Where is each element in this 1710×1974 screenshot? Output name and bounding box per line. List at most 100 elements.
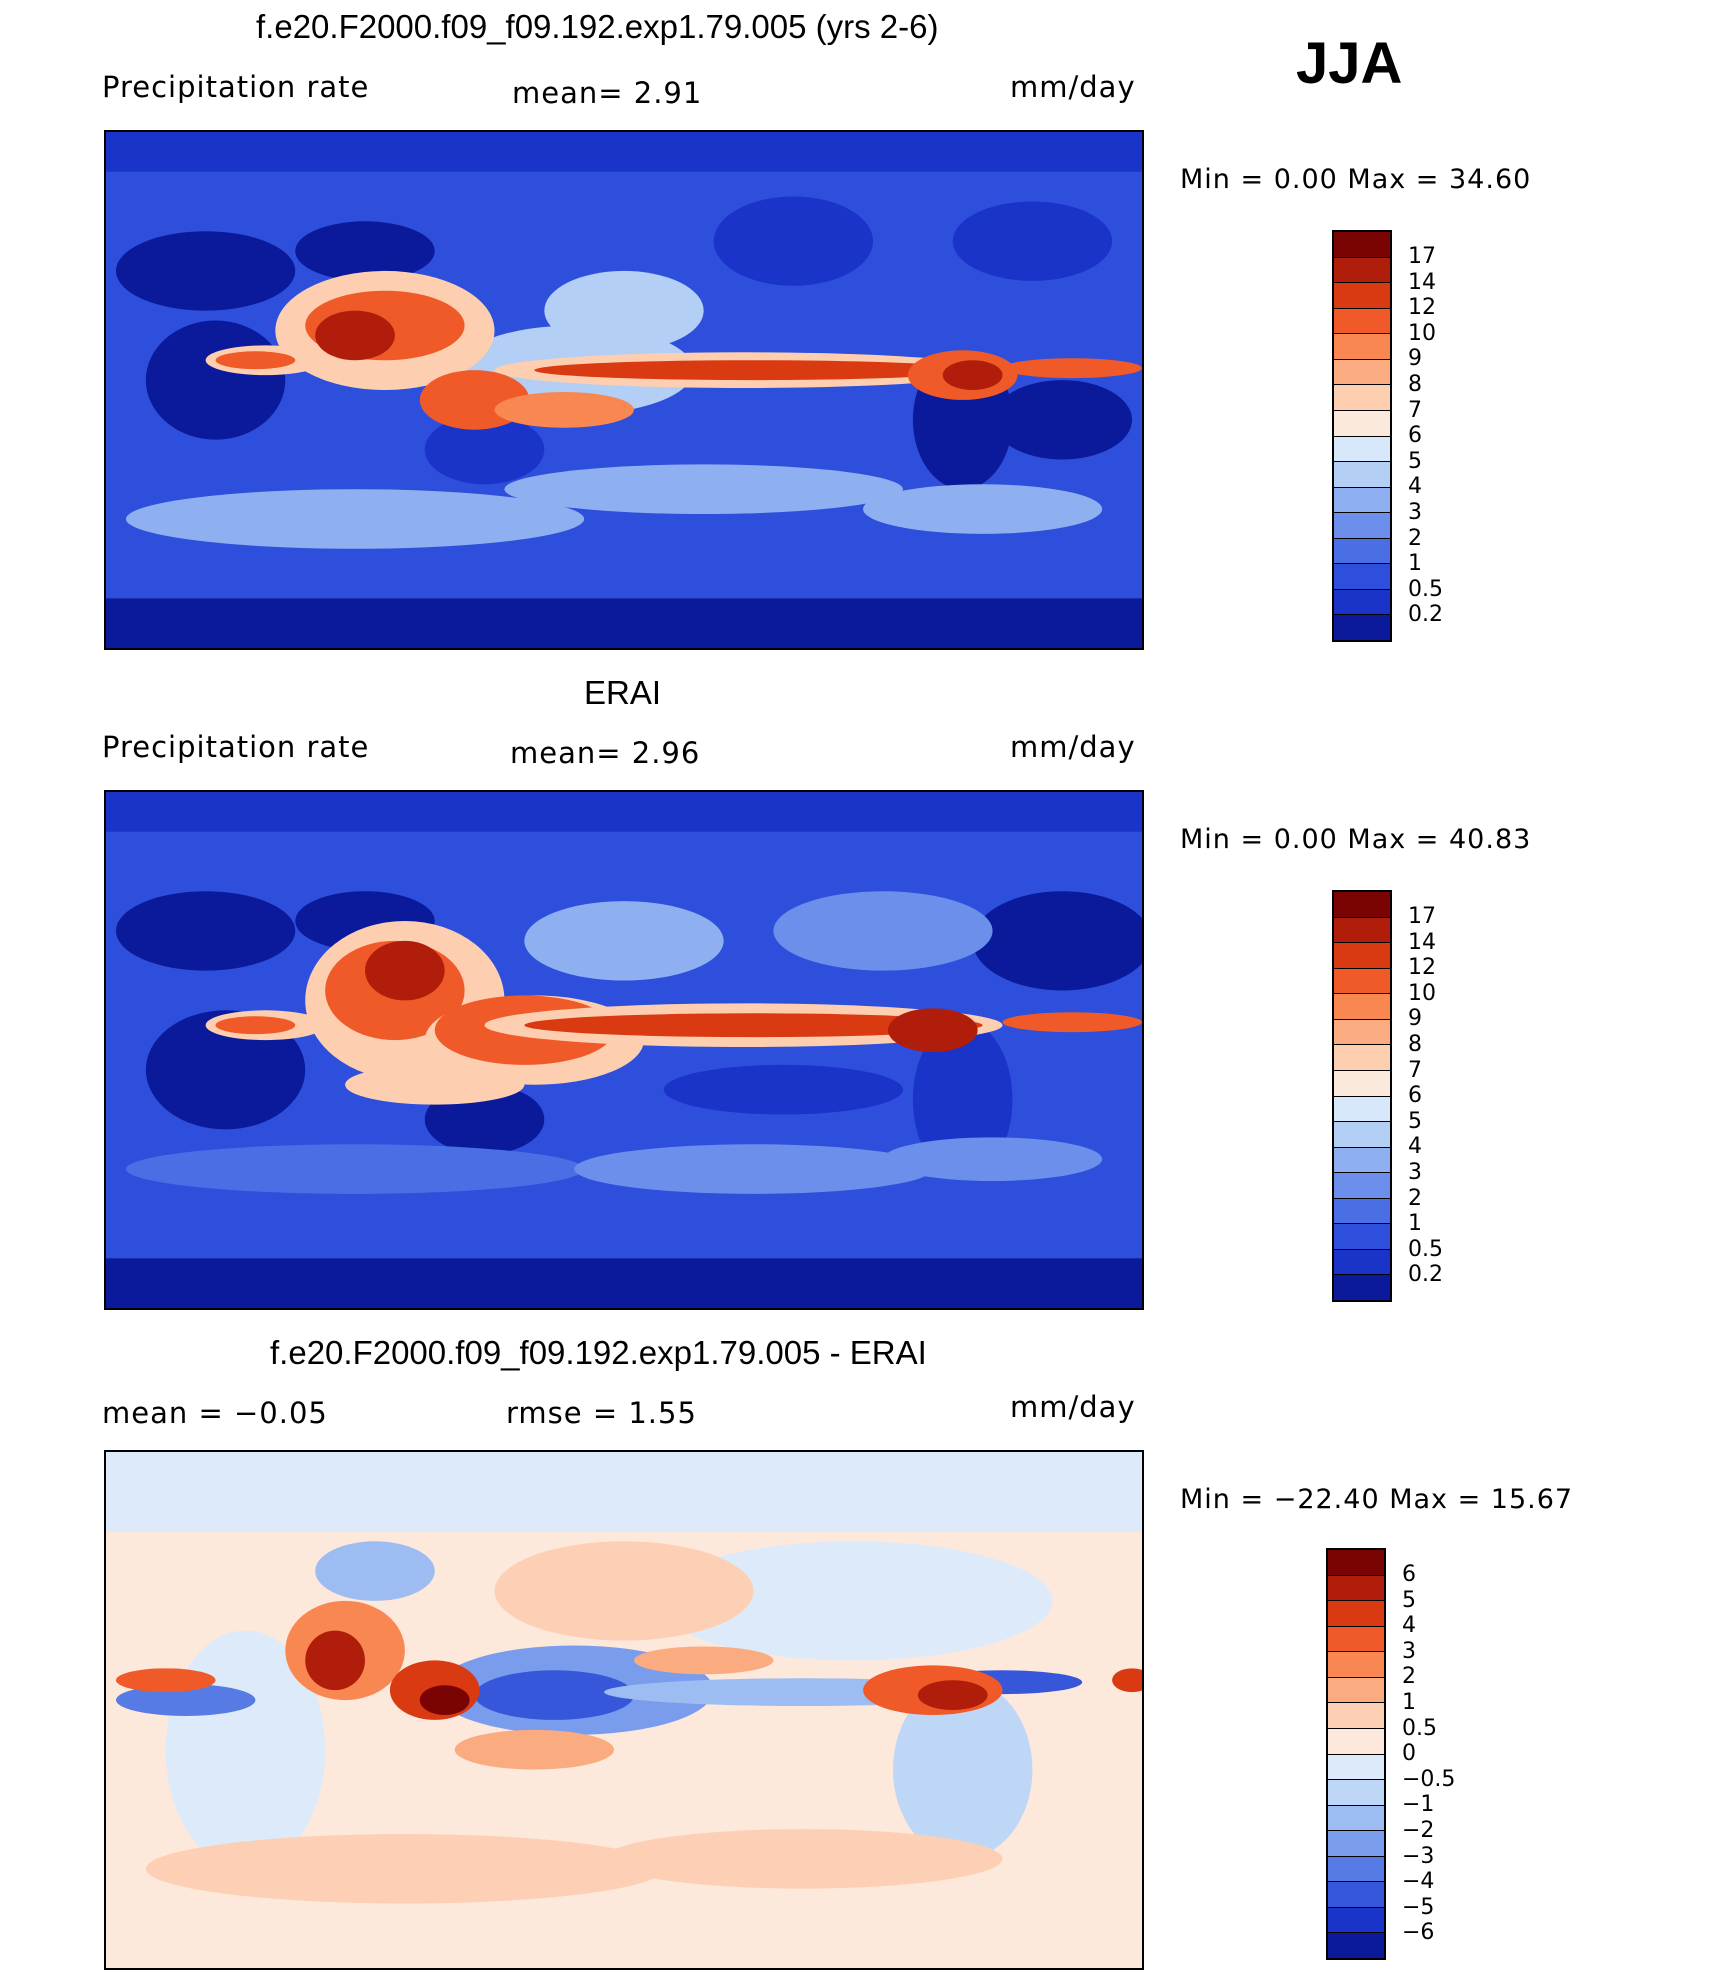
panel3-colorbar-swatch: [1328, 1575, 1384, 1602]
panel2-mean-label: mean= 2.96: [510, 736, 701, 770]
panel2-colorbar-swatch: [1334, 1096, 1390, 1123]
panel3-colorbar-tick-label: 1: [1402, 1689, 1416, 1715]
panel1-colorbar-tick-label: 12: [1408, 295, 1436, 321]
panel1-colorbar-swatch: [1334, 385, 1390, 411]
panel3-colorbar-swatch: [1328, 1831, 1384, 1857]
panel1-colorbar-swatch: [1334, 615, 1390, 640]
panel2-colorbar-ticks: 17 14 12 10 9 8 7 6 5 4 3 2 1 0.5 0.2: [1408, 904, 1443, 1288]
panel1-colorbar-swatch: [1334, 308, 1390, 335]
panel3-colorbar-tick-label: −4: [1402, 1869, 1435, 1895]
panel2-colorbar-swatch: [1334, 1122, 1390, 1148]
panel2-colorbar-swatch: [1334, 994, 1390, 1020]
panel3-colorbar-tick-label: −5: [1402, 1894, 1435, 1920]
panel2-units-label: mm/day: [1010, 730, 1136, 764]
panel2-colorbar-tick-label: 6: [1408, 1083, 1422, 1109]
panel3-rmse-label: rmse = 1.55: [506, 1396, 697, 1430]
panel2-colorbar-tick-label: 5: [1408, 1108, 1422, 1134]
panel2-colorbar-swatch: [1334, 917, 1390, 944]
panel2-colorbar-tick-label: 0.5: [1408, 1236, 1443, 1262]
panel1-minmax-label: Min = 0.00 Max = 34.60: [1180, 164, 1532, 195]
panel3-mean-label: mean = −0.05: [102, 1396, 328, 1430]
panel1-colorbar-swatch: [1334, 589, 1390, 616]
panel3-colorbar-swatch: [1328, 1805, 1384, 1832]
panel3-colorbar-ticks: 6 5 4 3 2 1 0.5 0 −0.5 −1 −2 −3 −4 −5 −6: [1402, 1562, 1455, 1946]
panel2-colorbar-swatch: [1334, 1173, 1390, 1199]
panel2-minmax-label: Min = 0.00 Max = 40.83: [1180, 824, 1532, 855]
panel2-colorbar-tick-label: 10: [1408, 980, 1436, 1006]
panel1-colorbar-swatch: [1334, 487, 1390, 514]
panel3-colorbar-swatch: [1328, 1677, 1384, 1704]
panel2-colorbar-swatch: [1334, 968, 1390, 995]
panel1-colorbar-tick-label: 3: [1408, 499, 1422, 525]
panel3-colorbar-tick-label: −2: [1402, 1817, 1435, 1843]
panel3-colorbar-swatch: [1328, 1626, 1384, 1653]
panel3-colorbar-tick-label: 0: [1402, 1741, 1416, 1767]
panel2-colorbar-swatch: [1334, 1070, 1390, 1097]
panel3-colorbar-swatch: [1328, 1907, 1384, 1934]
panel1-units-label: mm/day: [1010, 70, 1136, 104]
panel2-colorbar-swatch: [1334, 1045, 1390, 1071]
panel2-colorbar-tick-label: 12: [1408, 955, 1436, 981]
panel3-colorbar-tick-label: 5: [1402, 1587, 1416, 1613]
panel3-difference-map: [104, 1450, 1144, 1970]
panel1-colorbar-swatch: [1334, 436, 1390, 463]
panel3-colorbar-tick-label: −1: [1402, 1792, 1435, 1818]
panel3-units-label: mm/day: [1010, 1390, 1136, 1424]
panel1-colorbar-swatch: [1334, 257, 1390, 284]
panel1-colorbar-tick-label: 6: [1408, 423, 1422, 449]
panel1-colorbar-tick-label: 10: [1408, 320, 1436, 346]
panel3-colorbar-swatch: [1328, 1933, 1384, 1958]
panel3-colorbar-tick-label: 0.5: [1402, 1715, 1437, 1741]
panel2-colorbar: [1332, 890, 1392, 1302]
season-label: JJA: [1296, 31, 1403, 96]
panel1-variable-label: Precipitation rate: [102, 70, 370, 104]
panel2-colorbar-tick-label: 8: [1408, 1031, 1422, 1057]
panel1-mean-label: mean= 2.91: [512, 76, 703, 110]
panel1-colorbar-swatch: [1334, 564, 1390, 590]
panel2-colorbar-tick-label: 7: [1408, 1057, 1422, 1083]
panel3-colorbar-swatch: [1328, 1652, 1384, 1678]
panel2-variable-label: Precipitation rate: [102, 730, 370, 764]
panel2-colorbar-swatch: [1334, 1275, 1390, 1300]
panel1-title: f.e20.F2000.f09_f09.192.exp1.79.005 (yrs…: [256, 8, 939, 45]
panel2-erai-precip-map: [104, 790, 1144, 1310]
panel1-colorbar-tick-label: 17: [1408, 244, 1436, 269]
panel1-colorbar-tick-label: 1: [1408, 551, 1422, 577]
panel1-colorbar-swatch: [1334, 538, 1390, 565]
panel1-colorbar-swatch: [1334, 232, 1390, 258]
panel1-colorbar-tick-label: 2: [1408, 525, 1422, 551]
panel2-title: ERAI: [584, 674, 662, 711]
panel2-colorbar-tick-label: 2: [1408, 1185, 1422, 1211]
panel2-colorbar-tick-label: 4: [1408, 1134, 1422, 1160]
panel1-colorbar-tick-label: 4: [1408, 474, 1422, 500]
panel2-colorbar-swatch: [1334, 1019, 1390, 1046]
panel3-title: f.e20.F2000.f09_f09.192.exp1.79.005 - ER…: [270, 1334, 927, 1371]
panel1-colorbar-swatch: [1334, 462, 1390, 488]
panel1-colorbar-swatch: [1334, 410, 1390, 437]
panel2-colorbar-tick-label: 1: [1408, 1211, 1422, 1237]
panel1-colorbar-swatch: [1334, 283, 1390, 309]
panel3-colorbar-tick-label: −3: [1402, 1843, 1435, 1869]
panel1-colorbar-tick-label: 5: [1408, 448, 1422, 474]
panel2-colorbar-tick-label: 0.2: [1408, 1262, 1443, 1288]
panel1-colorbar-tick-label: 8: [1408, 371, 1422, 397]
panel3-colorbar-swatch: [1328, 1754, 1384, 1781]
panel3-minmax-label: Min = −22.40 Max = 15.67: [1180, 1484, 1574, 1515]
panel2-colorbar-swatch: [1334, 1198, 1390, 1225]
panel3-colorbar-swatch: [1328, 1780, 1384, 1806]
panel3-colorbar-tick-label: 4: [1402, 1613, 1416, 1639]
panel3-colorbar-swatch: [1328, 1728, 1384, 1755]
panel1-colorbar-swatch: [1334, 513, 1390, 539]
panel3-colorbar: [1326, 1548, 1386, 1960]
panel1-colorbar-tick-label: 0.5: [1408, 576, 1443, 602]
panel2-colorbar-tick-label: 3: [1408, 1159, 1422, 1185]
panel2-colorbar-swatch: [1334, 1249, 1390, 1276]
panel1-colorbar-swatch: [1334, 359, 1390, 386]
panel3-colorbar-swatch: [1328, 1601, 1384, 1627]
panel2-colorbar-tick-label: 9: [1408, 1006, 1422, 1032]
panel2-colorbar-tick-label: 17: [1408, 904, 1436, 929]
panel1-colorbar-swatch: [1334, 334, 1390, 360]
panel1-model-precip-map: [104, 130, 1144, 650]
panel3-colorbar-tick-label: 6: [1402, 1562, 1416, 1587]
panel2-colorbar-swatch: [1334, 892, 1390, 918]
